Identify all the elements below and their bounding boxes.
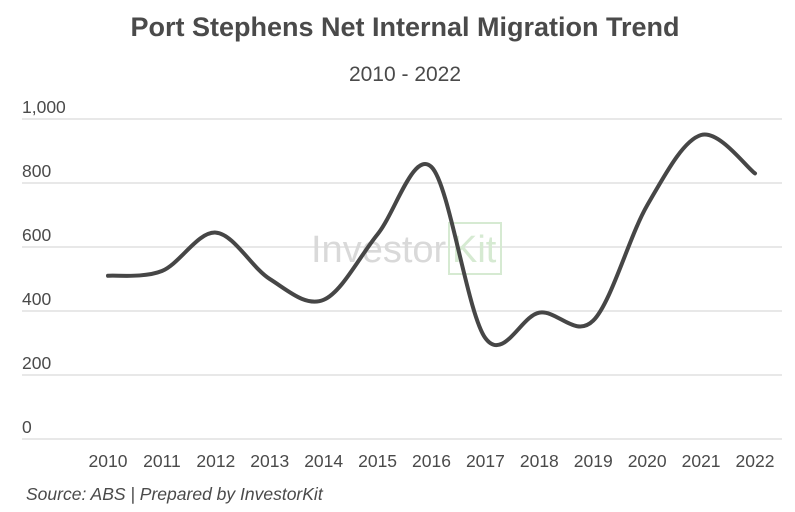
series-line <box>106 132 757 348</box>
chart-subtitle: 2010 - 2022 <box>349 63 461 86</box>
x-tick-label: 2010 <box>89 451 128 471</box>
x-tick-label: 2017 <box>466 451 505 471</box>
y-tick-label: 0 <box>22 417 32 437</box>
x-tick-label: 2020 <box>628 451 667 471</box>
x-tick-label: 2011 <box>143 451 181 471</box>
chart-title: Port Stephens Net Internal Migration Tre… <box>130 12 679 42</box>
x-tick-label: 2021 <box>682 451 721 471</box>
y-axis-ticks: 0 200 400 600 800 1,000 <box>22 97 66 437</box>
x-tick-label: 2013 <box>250 451 289 471</box>
y-tick-label: 600 <box>22 225 51 245</box>
x-tick-label: 2014 <box>304 451 343 471</box>
watermark-investor: Investor <box>311 229 447 271</box>
y-tick-label: 400 <box>22 289 51 309</box>
y-tick-label: 200 <box>22 353 51 373</box>
x-tick-label: 2018 <box>520 451 559 471</box>
x-tick-label: 2022 <box>736 451 775 471</box>
grid-layer <box>22 118 782 440</box>
series-layer <box>106 132 757 348</box>
source-note: Source: ABS | Prepared by InvestorKit <box>26 484 324 504</box>
x-axis-ticks: 2010 2011 2012 2013 2014 2015 2016 2017 2018 2019… <box>89 451 775 471</box>
y-tick-label: 1,000 <box>22 97 66 117</box>
x-tick-label: 2012 <box>196 451 235 471</box>
watermark-kit-box <box>448 222 502 275</box>
x-tick-label: 2015 <box>358 451 397 471</box>
x-tick-label: 2016 <box>412 451 451 471</box>
x-tick-label: 2019 <box>574 451 613 471</box>
y-tick-label: 800 <box>22 161 51 181</box>
watermark: Investor Kit <box>311 222 502 275</box>
